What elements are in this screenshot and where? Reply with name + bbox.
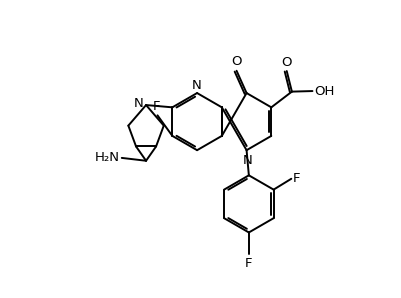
Text: OH: OH bbox=[313, 85, 334, 97]
Text: N: N bbox=[134, 97, 143, 110]
Text: F: F bbox=[152, 100, 160, 113]
Text: H₂N: H₂N bbox=[95, 151, 119, 164]
Text: N: N bbox=[192, 79, 201, 92]
Text: F: F bbox=[292, 172, 300, 185]
Text: N: N bbox=[242, 154, 251, 167]
Text: O: O bbox=[281, 56, 291, 69]
Text: F: F bbox=[245, 257, 252, 270]
Text: O: O bbox=[231, 55, 241, 68]
